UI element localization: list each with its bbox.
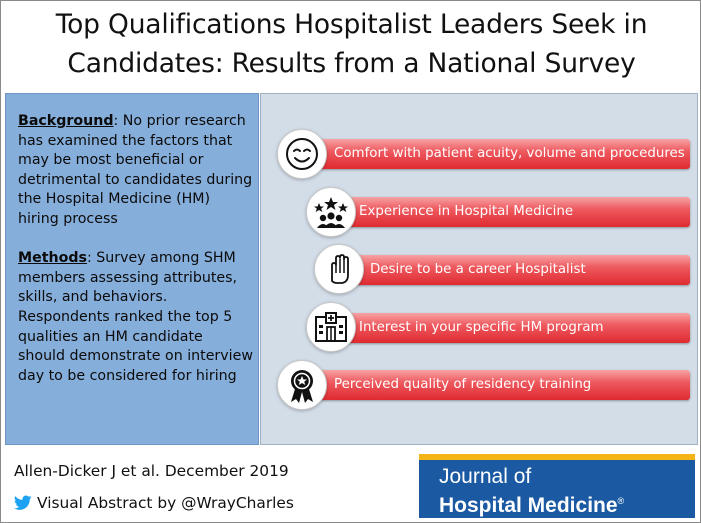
hospital-building-icon: [306, 302, 356, 352]
background-paragraph: Background: No prior research has examin…: [18, 112, 254, 230]
journal-logo-line-2: Hospital Medicine®: [439, 489, 624, 518]
journal-logo-stripe: [419, 454, 695, 460]
qualification-bar: Experience in Hospital Medicine: [331, 197, 690, 227]
smiley-face-icon: [277, 129, 327, 179]
journal-logo-name: Hospital Medicine: [439, 494, 618, 517]
background-methods-panel: Background: No prior research has examin…: [5, 93, 259, 445]
visual-abstract-text: Visual Abstract by @WrayCharles: [37, 494, 294, 512]
qualification-label: Interest in your specific HM program: [359, 320, 604, 335]
background-methods-text: Background: No prior research has examin…: [18, 112, 254, 406]
team-stars-icon: [306, 187, 356, 237]
qualification-label: Desire to be a career Hospitalist: [370, 262, 586, 277]
journal-logo: Journal of Hospital Medicine®: [419, 454, 695, 518]
qualification-bar: Comfort with patient acuity, volume and …: [301, 139, 690, 169]
qualification-bar: Perceived quality of residency training: [301, 370, 690, 400]
qualification-label: Comfort with patient acuity, volume and …: [334, 146, 685, 161]
methods-heading: Methods: [18, 250, 87, 267]
citation: Allen-Dicker J et al. December 2019: [14, 462, 289, 480]
background-heading: Background: [18, 113, 114, 129]
page-title: Top Qualifications Hospitalist Leaders S…: [1, 5, 701, 83]
raised-hand-icon: [314, 244, 364, 294]
twitter-bird-icon: [14, 495, 32, 510]
background-text: : No prior research has examined the fac…: [18, 113, 253, 227]
qualification-label: Perceived quality of residency training: [334, 377, 592, 392]
qualification-label: Experience in Hospital Medicine: [359, 204, 574, 219]
journal-logo-line-1: Journal of: [439, 465, 532, 488]
title-line-2: Candidates: Results from a National Surv…: [67, 48, 636, 79]
visual-abstract-credit: Visual Abstract by @WrayCharles: [14, 492, 294, 514]
title-line-1: Top Qualifications Hospitalist Leaders S…: [55, 9, 648, 40]
award-ribbon-icon: [277, 360, 327, 410]
methods-paragraph: Methods: Survey among SHM members assess…: [18, 249, 254, 386]
qualification-bar: Desire to be a career Hospitalist: [340, 255, 690, 285]
qualification-bar: Interest in your specific HM program: [331, 313, 690, 343]
registered-mark: ®: [617, 496, 625, 506]
methods-text: : Survey among SHM members assessing att…: [18, 250, 253, 384]
